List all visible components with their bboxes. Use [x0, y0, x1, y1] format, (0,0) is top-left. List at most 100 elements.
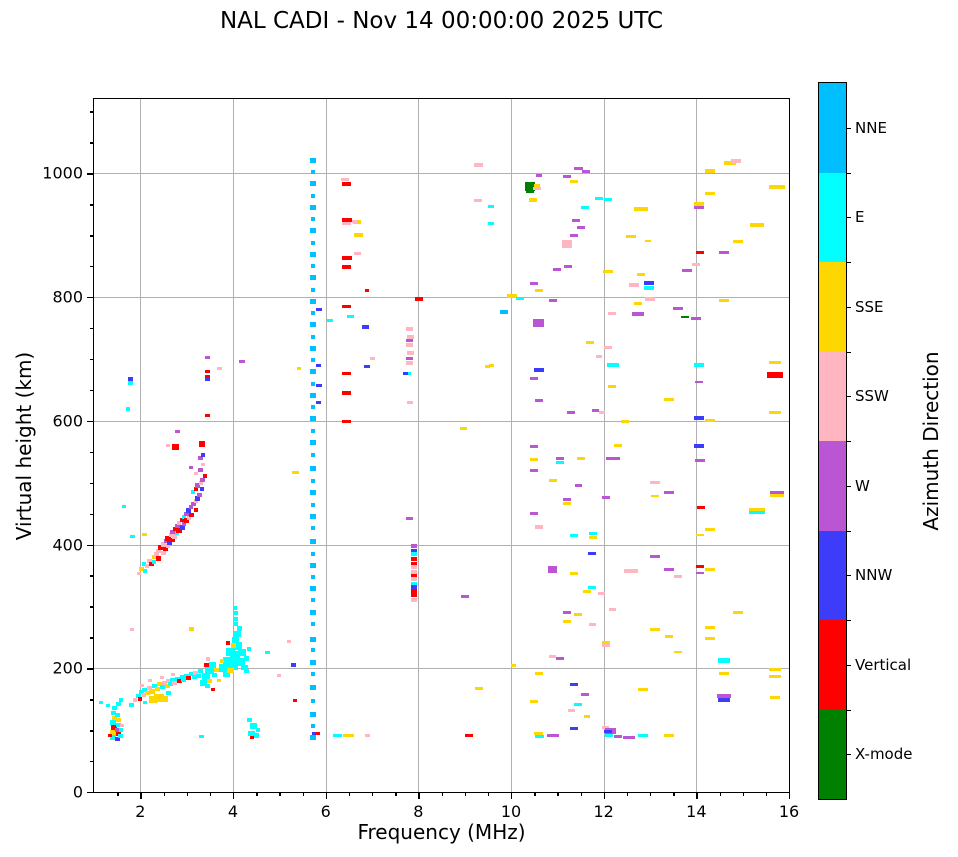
data-point — [184, 673, 190, 678]
data-point — [189, 627, 195, 632]
data-point — [595, 196, 604, 200]
data-point — [530, 512, 539, 516]
y-axis-minor-tick — [90, 482, 94, 485]
data-point — [535, 173, 542, 177]
data-point — [181, 514, 186, 519]
data-point — [310, 672, 315, 677]
data-point — [571, 218, 580, 222]
data-point — [198, 669, 204, 674]
colorbar-segment-nne — [819, 83, 846, 173]
data-point — [769, 361, 782, 365]
data-point — [110, 735, 117, 741]
data-point — [309, 158, 316, 164]
data-point — [203, 474, 208, 479]
data-point — [410, 544, 417, 549]
y-axis-tick — [87, 297, 94, 299]
data-point — [147, 686, 153, 691]
data-point — [310, 575, 315, 580]
y-axis-minor-tick — [90, 637, 94, 639]
data-point — [233, 616, 239, 621]
y-tick-label: 800 — [52, 287, 83, 307]
data-point — [663, 733, 674, 737]
data-point — [770, 491, 785, 495]
data-point — [770, 695, 781, 699]
data-point — [167, 540, 173, 545]
y-axis-tick — [87, 420, 94, 423]
data-point — [310, 334, 315, 339]
data-point — [188, 672, 194, 677]
x-axis-tick — [140, 792, 142, 799]
data-point — [160, 696, 168, 703]
data-point — [310, 479, 315, 484]
data-point — [216, 366, 222, 370]
y-axis-minor-tick — [90, 606, 94, 608]
data-point — [748, 510, 765, 514]
colorbar-category-label: NNW — [855, 566, 893, 585]
data-point — [581, 205, 590, 209]
data-point — [115, 718, 121, 723]
data-point — [204, 414, 210, 418]
colorbar-tick — [846, 306, 851, 308]
data-point — [309, 345, 316, 351]
data-point — [584, 715, 591, 718]
data-point — [506, 294, 517, 299]
data-point — [310, 287, 315, 292]
data-point — [165, 535, 172, 541]
data-point — [488, 204, 495, 208]
data-point — [343, 733, 355, 737]
data-point — [510, 663, 516, 667]
data-point — [672, 307, 683, 311]
colorbar: NNE E SSE SSW W NNW Vertical X-mode — [818, 82, 912, 800]
data-point — [342, 265, 352, 270]
x-axis-label: Frequency (MHz) — [357, 820, 526, 844]
data-point — [607, 311, 616, 315]
data-point — [135, 694, 141, 699]
data-point — [153, 551, 159, 557]
x-tick-label: 6 — [320, 802, 331, 821]
data-point — [406, 350, 414, 355]
data-point — [548, 298, 557, 302]
x-tick-label: 12 — [593, 802, 614, 821]
data-point — [310, 217, 315, 222]
data-point — [574, 612, 583, 616]
data-point — [569, 683, 578, 687]
data-point — [460, 594, 469, 598]
x-gridline — [325, 99, 327, 792]
data-point — [406, 356, 414, 360]
data-point — [588, 552, 597, 556]
data-point — [415, 297, 424, 302]
data-point — [530, 458, 539, 462]
x-gridline — [233, 99, 234, 792]
x-axis-minor-tick — [348, 792, 351, 796]
data-point — [292, 698, 297, 702]
data-point — [129, 703, 135, 708]
x-axis-minor-tick — [626, 792, 629, 796]
y-axis-minor-tick — [90, 699, 94, 701]
data-point — [555, 456, 564, 460]
colorbar-boundary-tick — [846, 620, 851, 622]
x-axis-minor-tick — [650, 792, 652, 796]
x-axis-tick — [696, 792, 698, 799]
data-point — [193, 471, 198, 475]
data-point — [118, 734, 124, 739]
data-point — [309, 275, 316, 281]
y-axis-tick — [87, 173, 94, 175]
data-point — [188, 512, 194, 517]
chart-title: NAL CADI - Nov 14 00:00:00 2025 UTC — [219, 8, 664, 34]
data-point — [234, 611, 239, 616]
data-point — [596, 354, 603, 358]
data-point — [410, 556, 417, 561]
x-gridline — [603, 99, 605, 792]
data-point — [410, 561, 417, 565]
data-point — [230, 643, 236, 649]
data-point — [129, 627, 134, 631]
data-point — [153, 693, 164, 702]
x-axis-tick — [233, 792, 235, 799]
data-point — [576, 225, 585, 229]
data-point — [122, 505, 127, 509]
data-point — [650, 494, 659, 497]
data-point — [555, 460, 564, 464]
x-axis-minor-tick — [580, 792, 582, 796]
data-point — [309, 538, 316, 544]
y-gridline — [94, 173, 789, 175]
